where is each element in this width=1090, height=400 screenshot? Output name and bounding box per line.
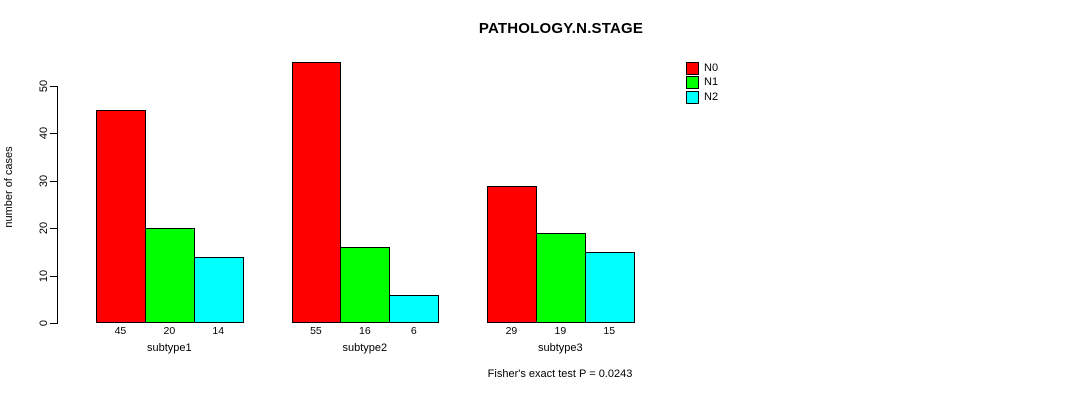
legend-item-N1: N1: [686, 76, 719, 90]
y-axis-tick-label: 20: [38, 222, 50, 235]
legend-label: N1: [704, 76, 719, 89]
bar-value-label: 55: [310, 324, 322, 337]
bar-value-label: 19: [554, 324, 567, 337]
legend-label: N2: [704, 90, 719, 103]
y-axis-tick-label: 40: [38, 127, 50, 140]
bar-value-label: 20: [163, 324, 176, 337]
bar-N2-subtype1: [193, 256, 244, 323]
y-axis-tick: [50, 323, 57, 324]
bar-value-label: 16: [358, 324, 371, 337]
legend-label: N0: [704, 62, 719, 74]
y-axis-tick: [50, 86, 57, 87]
bar-N2-subtype3: [584, 251, 635, 323]
y-axis-tick-label: 30: [38, 174, 50, 187]
legend-color-swatch-N2: [686, 90, 699, 104]
x-category-label: subtype3: [538, 342, 583, 354]
bar-N2-subtype2: [389, 294, 440, 323]
bar-value-label: 14: [212, 324, 225, 337]
legend-item-N2: N2: [686, 90, 719, 104]
bar-N0-subtype2: [291, 62, 342, 323]
bar-value-label: 15: [603, 324, 616, 337]
y-axis-tick-label: 0: [38, 319, 50, 327]
legend-color-swatch-N0: [686, 62, 699, 75]
bar-N1-subtype1: [144, 228, 195, 323]
y-axis-tick: [50, 181, 57, 182]
legend-item-N0: N0: [686, 62, 718, 75]
y-axis-tick-label: 10: [38, 269, 50, 282]
bar-N0-subtype1: [96, 109, 146, 323]
y-axis-tick: [50, 228, 57, 229]
chart-title: PATHOLOGY.N.STAGE: [478, 20, 644, 37]
bar-value-label: 6: [410, 324, 417, 337]
bar-value-label: 29: [505, 324, 518, 337]
y-axis-tick: [50, 133, 57, 134]
bar-N1-subtype3: [535, 232, 586, 323]
legend-color-swatch-N1: [686, 76, 699, 90]
stats-annotation: Fisher's exact test P = 0.0243: [487, 368, 633, 380]
x-category-label: subtype2: [342, 342, 388, 354]
y-axis-tick-label: 50: [38, 79, 50, 93]
bar-N1-subtype2: [340, 247, 391, 323]
x-category-label: subtype1: [147, 342, 192, 354]
y-axis-line: [57, 86, 58, 324]
bar-value-label: 45: [114, 324, 127, 337]
y-axis-tick: [50, 276, 57, 277]
bar-N0-subtype3: [487, 185, 537, 323]
legend: N0 N1 N2: [686, 62, 718, 104]
